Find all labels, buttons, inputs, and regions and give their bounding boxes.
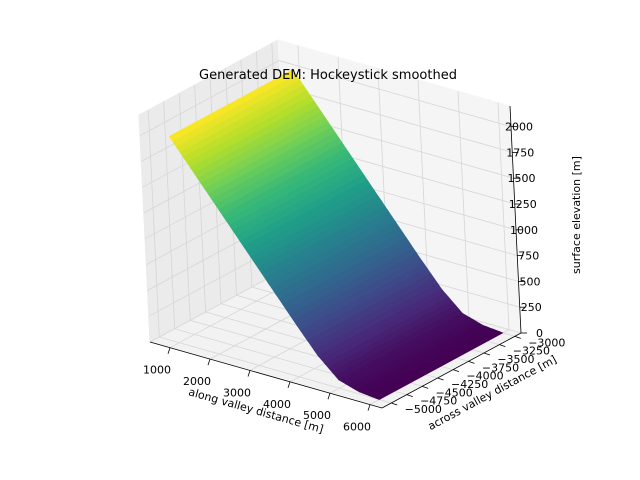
z-axis-label: surface elevation [m] (570, 156, 583, 274)
y-tick (452, 369, 460, 373)
y-tick-label: −5000 (405, 403, 442, 416)
z-tick-label: 1250 (509, 198, 537, 211)
z-tick-label: 1000 (510, 224, 538, 237)
z-tick-label: 0 (536, 327, 543, 340)
surface-strip (375, 331, 504, 400)
z-axis-line (509, 105, 522, 334)
y-tick (406, 394, 413, 398)
x-tick (367, 404, 371, 411)
elevation-surface (168, 69, 504, 400)
y-tick (468, 360, 475, 364)
y-tick-label: −3750 (482, 361, 519, 374)
y-tick-label: −3500 (497, 353, 534, 366)
y-tick-label: −4750 (420, 395, 457, 408)
axis-lines (149, 105, 522, 409)
y-tick (483, 352, 491, 356)
x-axis-line (149, 341, 383, 409)
chart-title: Generated DEM: Hockeystick smoothed (199, 68, 457, 83)
z-tick-label: 1750 (506, 146, 534, 159)
y-tick-label: −3000 (528, 336, 565, 349)
x-tick-label: 3000 (223, 386, 251, 399)
y-tick (437, 377, 444, 381)
x-tick (287, 381, 291, 388)
y-tick-label: −4500 (436, 386, 473, 399)
x-tick (327, 393, 331, 400)
y-tick-label: −4250 (451, 378, 488, 391)
x-tick (167, 347, 171, 354)
y-tick-label: −3250 (513, 345, 550, 358)
y-tick (422, 385, 429, 389)
z-grid-line (139, 60, 512, 136)
x-tick-label: 6000 (343, 421, 371, 434)
y-tick (499, 344, 506, 348)
x-tick-label: 1000 (143, 364, 171, 377)
x-tick (247, 370, 251, 377)
z-tick-label: 1500 (508, 172, 536, 185)
z-tick-label: 2000 (505, 121, 533, 134)
tick-labels: 100020003000400050006000−5000−4750−4500−… (143, 121, 565, 434)
y-tick-label: −4000 (466, 370, 503, 383)
z-tick-label: 250 (521, 301, 542, 314)
x-tick-label: 4000 (263, 398, 291, 411)
z-tick-label: 500 (520, 275, 541, 288)
x-tick-label: 2000 (183, 375, 211, 388)
y-tick (391, 402, 398, 406)
tick-marks (167, 126, 527, 411)
y-tick (514, 335, 521, 339)
y-axis-line (381, 332, 522, 409)
x-tick (207, 358, 211, 366)
z-tick-label: 750 (518, 250, 539, 263)
x-tick-label: 5000 (303, 409, 331, 422)
